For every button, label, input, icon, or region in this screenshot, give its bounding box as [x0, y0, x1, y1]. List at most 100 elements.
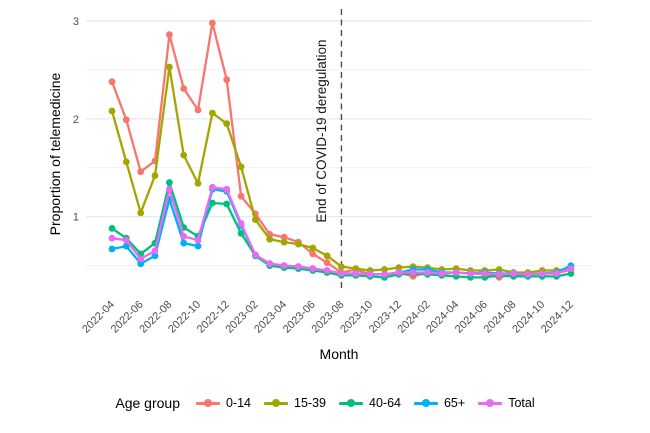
data-point-0-14	[194, 106, 202, 114]
data-point-0-14	[309, 250, 317, 258]
data-point-15-39	[395, 264, 403, 271]
data-point-15-39	[166, 63, 173, 71]
data-point-Total	[223, 185, 231, 193]
x-axis-title: Month	[320, 346, 359, 362]
legend-title: Age group	[115, 395, 180, 411]
data-point-15-39	[194, 180, 202, 187]
data-point-40-64	[166, 179, 173, 186]
legend-item-65+: 65+	[413, 396, 466, 410]
data-point-Total	[481, 270, 489, 277]
data-point-Total	[309, 265, 317, 272]
data-point-0-14	[108, 78, 116, 86]
legend-item-40-64: 40-64	[339, 396, 401, 410]
data-point-Total	[280, 262, 288, 269]
data-point-15-39	[295, 240, 302, 248]
data-point-40-64	[567, 270, 575, 277]
data-point-Total	[510, 270, 517, 277]
data-point-Total	[108, 234, 116, 242]
data-point-Total	[252, 251, 259, 259]
legend-key-icon	[195, 397, 220, 409]
data-point-0-14	[323, 259, 331, 267]
data-point-15-39	[180, 151, 188, 159]
data-point-Total	[553, 270, 560, 277]
y-tick-label: 2	[73, 114, 79, 126]
data-point-40-64	[108, 225, 116, 232]
legend-key-dot	[486, 399, 495, 407]
legend-key-icon	[478, 397, 503, 409]
data-point-15-39	[252, 216, 259, 224]
legend-item-0-14: 0-14	[195, 396, 252, 410]
data-point-65+	[194, 242, 202, 250]
data-point-40-64	[223, 200, 231, 208]
data-point-Total	[137, 255, 145, 263]
data-point-40-64	[209, 199, 216, 207]
data-point-Total	[381, 271, 388, 278]
data-point-Total	[194, 236, 202, 244]
legend-key-icon	[413, 397, 438, 409]
legend-item-15-39: 15-39	[264, 396, 326, 410]
y-axis-title: Proportion of telemedicine	[47, 72, 63, 235]
data-point-Total	[323, 267, 331, 274]
legend-item-label: 0-14	[225, 396, 252, 410]
data-point-15-39	[122, 158, 130, 166]
legend-key-dot	[347, 399, 355, 407]
plot-area: 1232022-042022-062022-082022-102022-1220…	[47, 9, 591, 362]
data-point-15-39	[108, 107, 116, 115]
data-point-Total	[180, 232, 188, 240]
data-point-Total	[567, 265, 575, 272]
data-point-Total	[352, 270, 360, 277]
data-point-0-14	[166, 31, 173, 39]
data-point-0-14	[122, 116, 130, 124]
legend-key-dot	[272, 399, 281, 407]
data-point-Total	[237, 220, 245, 227]
data-point-15-39	[338, 263, 345, 270]
data-point-15-39	[266, 235, 274, 243]
data-point-Total	[366, 271, 374, 278]
data-point-0-14	[237, 192, 245, 200]
data-point-Total	[495, 271, 503, 278]
legend-item-label: Total	[508, 396, 535, 410]
data-point-Total	[166, 185, 173, 193]
data-point-0-14	[209, 19, 216, 27]
data-point-65+	[122, 242, 130, 250]
data-point-65+	[137, 260, 145, 268]
legend-item-label: 40-64	[369, 396, 401, 410]
data-point-65+	[108, 245, 116, 253]
data-point-15-39	[151, 172, 159, 180]
data-point-Total	[524, 271, 532, 278]
data-point-15-39	[323, 252, 331, 260]
data-point-Total	[151, 247, 159, 255]
legend-item-Total: Total	[478, 396, 535, 410]
data-point-15-39	[352, 265, 360, 272]
legend-item-label: 15-39	[294, 396, 326, 410]
legend-key-dot	[421, 399, 430, 407]
data-point-Total	[295, 263, 302, 270]
data-point-Total	[452, 269, 460, 276]
data-point-65+	[180, 239, 188, 247]
data-point-15-39	[237, 163, 245, 171]
data-point-15-39	[381, 266, 388, 273]
legend: Age group 0-14 15-39 40-64 65+ Total	[0, 386, 650, 420]
data-point-0-14	[137, 168, 145, 176]
data-point-Total	[538, 270, 546, 277]
data-point-Total	[266, 260, 274, 268]
data-point-65+	[151, 252, 159, 260]
data-point-15-39	[280, 238, 288, 246]
data-point-Total	[395, 269, 403, 276]
x-tick-label: 2024-12	[539, 299, 576, 336]
y-tick-label: 3	[73, 16, 79, 28]
data-point-0-14	[180, 85, 188, 92]
legend-item-label: 65+	[443, 396, 466, 410]
data-point-Total	[338, 270, 345, 277]
data-point-15-39	[309, 244, 317, 252]
data-point-0-14	[280, 233, 288, 241]
legend-key-dot	[203, 399, 212, 407]
legend-key-icon	[339, 397, 363, 409]
data-point-15-39	[137, 209, 145, 217]
data-point-Total	[424, 269, 431, 276]
y-tick-label: 1	[73, 212, 79, 224]
data-point-Total	[467, 270, 474, 277]
series-group	[108, 19, 575, 281]
legend-key-icon	[264, 397, 289, 409]
